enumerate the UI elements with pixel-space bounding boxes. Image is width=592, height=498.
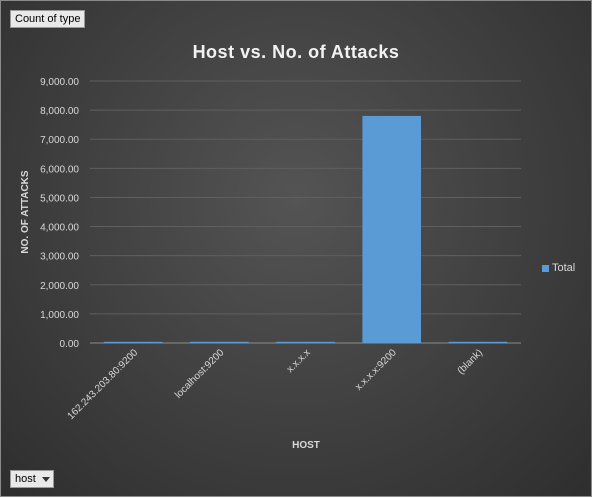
value-field-label: Count of type <box>15 13 81 25</box>
x-tick-label: (blank) <box>456 347 485 376</box>
axis-field-label: host <box>15 473 36 485</box>
legend-swatch-total <box>542 264 549 272</box>
x-axis-label: HOST <box>292 440 320 451</box>
chart-title: Host vs. No. of Attacks <box>193 42 400 62</box>
x-tick-label: x.x.x.x <box>285 347 313 375</box>
value-field-button[interactable]: Count of type <box>10 10 86 28</box>
bar[interactable] <box>276 341 335 343</box>
x-tick-label: x.x.x.x:9200 <box>353 347 399 393</box>
legend: Total <box>542 262 575 274</box>
axis-field-dropdown[interactable]: host <box>10 470 54 488</box>
x-tick-label: localhost:9200 <box>173 347 227 401</box>
y-tick-label: 4,000.00 <box>40 223 79 234</box>
bar[interactable] <box>189 341 249 343</box>
y-tick-label: 1,000.00 <box>40 310 79 321</box>
y-tick-label: 0.00 <box>60 339 80 350</box>
y-tick-label: 6,000.00 <box>40 164 79 175</box>
y-tick-label: 5,000.00 <box>40 193 79 204</box>
y-tick-label: 3,000.00 <box>40 252 79 263</box>
bar[interactable] <box>448 341 508 343</box>
bar[interactable] <box>103 341 163 343</box>
y-tick-label: 2,000.00 <box>40 281 79 292</box>
y-axis-label: NO. OF ATTACKS <box>20 170 31 253</box>
y-tick-label: 9,000.00 <box>40 77 79 88</box>
legend-label-total: Total <box>552 262 576 274</box>
bar[interactable] <box>362 115 422 343</box>
y-tick-label: 7,000.00 <box>40 135 79 146</box>
y-tick-label: 8,000.00 <box>40 106 79 117</box>
x-tick-label: 162.243.203.80:9200 <box>66 347 141 422</box>
chevron-down-icon <box>41 476 50 482</box>
